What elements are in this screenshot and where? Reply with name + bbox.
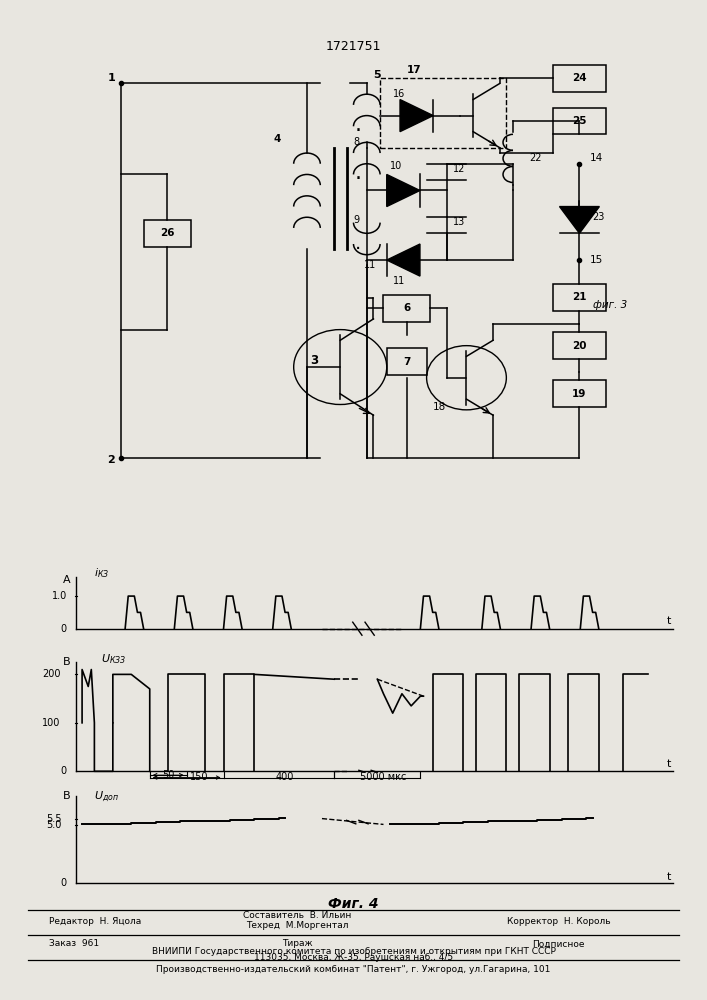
Text: 50: 50 [162, 770, 175, 780]
Text: В: В [63, 657, 71, 667]
Text: $i_{КЗ}$: $i_{КЗ}$ [95, 567, 110, 580]
Text: 5.0: 5.0 [47, 820, 62, 830]
Text: 23: 23 [592, 212, 605, 222]
Polygon shape [387, 244, 420, 276]
Text: 12: 12 [453, 164, 466, 174]
Text: 2: 2 [107, 455, 115, 465]
Text: t: t [667, 616, 671, 626]
Text: 15: 15 [590, 255, 602, 265]
Polygon shape [559, 207, 600, 233]
Text: Производственно-издательский комбинат "Патент", г. Ужгород, ул.Гагарина, 101: Производственно-издательский комбинат "П… [156, 966, 551, 974]
Text: 3: 3 [310, 354, 318, 367]
Bar [553, 380, 606, 407]
Text: t: t [667, 759, 671, 769]
Text: ·: · [355, 121, 362, 141]
Text: ·: · [355, 169, 362, 189]
Text: 100: 100 [42, 718, 61, 728]
Text: 14: 14 [590, 153, 602, 163]
Text: Составитель  В. Ильин: Составитель В. Ильин [243, 912, 351, 920]
Bar [553, 284, 606, 311]
Text: ·: · [355, 240, 361, 259]
Text: 200: 200 [42, 669, 61, 679]
Text: 10: 10 [390, 161, 402, 171]
Text: 16: 16 [393, 89, 406, 99]
Text: Подписное: Подписное [532, 940, 585, 948]
Polygon shape [400, 100, 433, 132]
Text: Корректор  Н. Король: Корректор Н. Король [507, 916, 610, 926]
Text: Заказ  961: Заказ 961 [49, 940, 100, 948]
Text: 0: 0 [61, 766, 66, 776]
Polygon shape [387, 174, 420, 207]
Bar [553, 108, 606, 134]
Text: 5000 мкс: 5000 мкс [361, 772, 407, 782]
Text: Техред  М.Моргентал: Техред М.Моргентал [246, 920, 348, 930]
Text: 26: 26 [160, 228, 175, 238]
Text: 19: 19 [572, 389, 587, 399]
Text: 9: 9 [354, 215, 360, 225]
Text: 7: 7 [403, 357, 410, 367]
Text: 0: 0 [61, 624, 66, 634]
Text: A: A [63, 575, 71, 585]
Text: 25: 25 [572, 116, 587, 126]
Text: t: t [667, 872, 671, 882]
Text: $U_{КЗЗ}$: $U_{КЗЗ}$ [100, 652, 126, 666]
Text: 11: 11 [393, 276, 406, 286]
Bar [144, 220, 191, 247]
Text: 0: 0 [61, 878, 66, 888]
Text: 22: 22 [530, 153, 542, 163]
Text: В: В [63, 791, 71, 801]
Text: 6: 6 [403, 303, 410, 313]
Text: 5: 5 [373, 70, 381, 80]
Text: 400: 400 [276, 772, 294, 782]
Text: 1.0: 1.0 [52, 591, 66, 601]
Text: 20: 20 [572, 341, 587, 351]
Text: 150: 150 [189, 772, 208, 782]
Text: Фиг. 4: Фиг. 4 [328, 897, 379, 911]
Bar [387, 348, 426, 375]
Text: 1721751: 1721751 [326, 40, 381, 53]
Text: 21: 21 [572, 292, 587, 302]
Bar [383, 295, 430, 322]
Text: 13: 13 [453, 217, 465, 227]
Bar [553, 65, 606, 92]
Text: 5.5: 5.5 [46, 814, 62, 824]
Text: 1: 1 [107, 73, 115, 83]
Bar [380, 78, 506, 148]
Text: 113035, Москва, Ж-35, Раушская наб., 4/5: 113035, Москва, Ж-35, Раушская наб., 4/5 [254, 954, 453, 962]
Text: 24: 24 [572, 73, 587, 83]
Text: 11: 11 [363, 260, 375, 270]
Text: 4: 4 [274, 134, 281, 144]
Text: $U_{доп}$: $U_{доп}$ [95, 790, 119, 804]
Text: 18: 18 [433, 402, 447, 412]
Text: Тираж: Тираж [281, 940, 312, 948]
Text: 17: 17 [407, 65, 421, 75]
Bar [553, 332, 606, 359]
Text: ВНИИПИ Государственного комитета по изобретениям и открытиям при ГКНТ СССР: ВНИИПИ Государственного комитета по изоб… [151, 948, 556, 956]
Text: Редактор  Н. Яцола: Редактор Н. Яцола [49, 916, 141, 926]
Text: 8: 8 [354, 137, 360, 147]
Text: фиг. 3: фиг. 3 [592, 300, 627, 310]
